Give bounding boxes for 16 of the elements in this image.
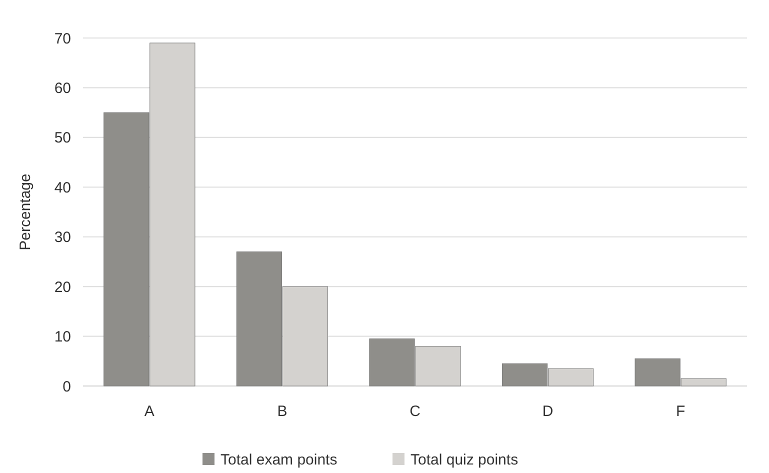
y-tick-label: 70 <box>54 30 71 48</box>
x-tick-label: D <box>542 403 554 420</box>
y-tick-label: 20 <box>54 278 71 296</box>
x-tick-label: F <box>676 403 686 420</box>
legend-label: Total quiz points <box>410 451 518 468</box>
x-tick-label: B <box>277 403 288 420</box>
y-axis-title: Percentage <box>17 174 34 250</box>
y-tick-label: 50 <box>54 130 71 147</box>
y-tick-label: 10 <box>54 328 71 346</box>
y-tick-label: 40 <box>54 179 71 196</box>
legend-label: Total exam points <box>220 451 338 468</box>
y-tick-label: 60 <box>54 80 71 97</box>
y-tick-label: 30 <box>54 229 71 246</box>
x-tick-label: C <box>410 403 421 420</box>
y-tick-label: 0 <box>62 378 71 396</box>
x-tick-label: A <box>144 403 154 420</box>
